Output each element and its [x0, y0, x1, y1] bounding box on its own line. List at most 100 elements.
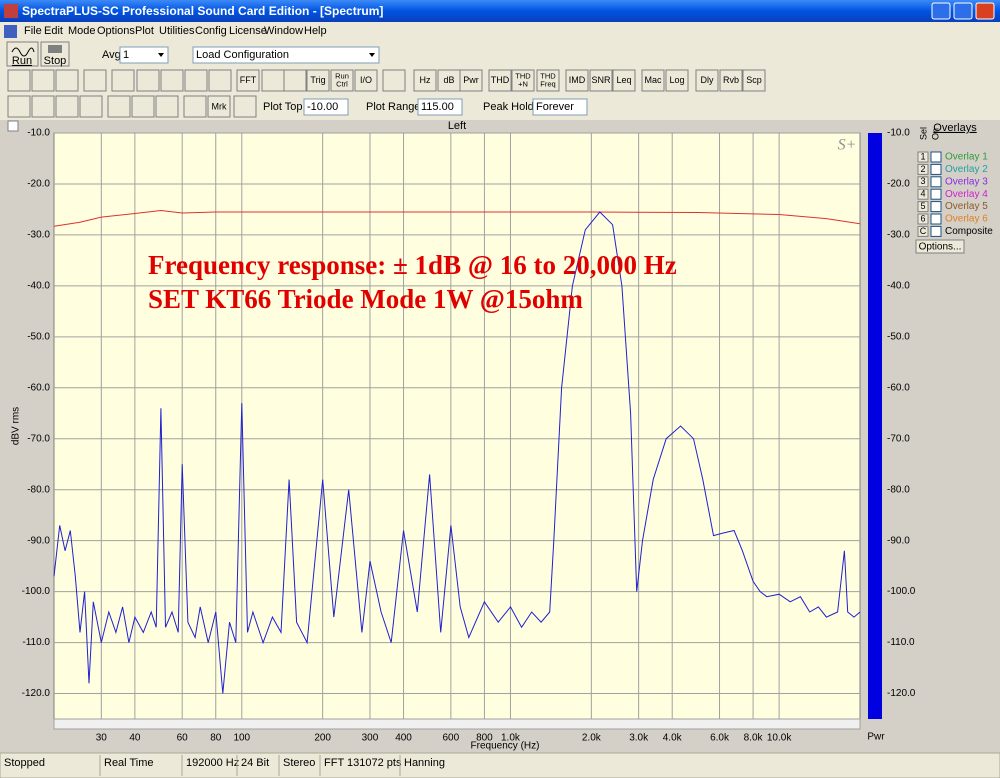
peak-hold-select[interactable]: [532, 98, 588, 116]
tool-button[interactable]: [7, 95, 31, 118]
tool-button[interactable]: [565, 69, 589, 92]
minimize-button[interactable]: [931, 2, 951, 20]
overlay-name: Composite: [945, 226, 993, 237]
tool-button[interactable]: [236, 69, 260, 92]
overlay-checkbox[interactable]: [930, 163, 942, 175]
tool-button[interactable]: [155, 95, 179, 118]
overlay-checkbox[interactable]: [930, 151, 942, 163]
tool-button[interactable]: [233, 95, 257, 118]
menu-item[interactable]: Mode: [68, 25, 96, 37]
mrk-label: Mrk: [212, 101, 227, 111]
overlay-checkbox[interactable]: [930, 201, 942, 213]
tool-button[interactable]: [330, 69, 354, 92]
plot-top-field[interactable]: [303, 98, 349, 116]
tool-button[interactable]: [131, 95, 155, 118]
tool-button[interactable]: [283, 69, 307, 92]
overlay-select[interactable]: [917, 151, 929, 163]
overlay-checkbox[interactable]: [930, 188, 942, 200]
overlay-key: 4: [920, 189, 925, 199]
overlay-select[interactable]: [917, 176, 929, 188]
tool-button[interactable]: [511, 69, 535, 92]
menu-item[interactable]: Edit: [44, 25, 63, 37]
tool-button[interactable]: [31, 95, 55, 118]
sel-header: Sel: [918, 127, 928, 140]
tool-button[interactable]: [665, 69, 689, 92]
tool-button[interactable]: [208, 69, 232, 92]
tool-button-label: Run: [335, 71, 349, 80]
tool-button[interactable]: [184, 69, 208, 92]
menu-item[interactable]: License: [229, 25, 267, 37]
tool-button[interactable]: [459, 69, 483, 92]
overlay-select[interactable]: [917, 213, 929, 225]
maximize-button[interactable]: [953, 2, 973, 20]
h-scrollbar[interactable]: [53, 718, 861, 730]
y-axis-label: dBV rms: [11, 407, 22, 445]
tool-button[interactable]: [719, 69, 743, 92]
overlay-name: Overlay 3: [945, 176, 988, 187]
tool-button[interactable]: [83, 69, 107, 92]
tool-button[interactable]: [31, 69, 55, 92]
overlay-select[interactable]: [917, 163, 929, 175]
tool-button[interactable]: [79, 95, 103, 118]
plot-area: [53, 132, 861, 720]
run-button[interactable]: [6, 41, 39, 67]
overlays-title: Overlays: [933, 122, 977, 134]
tool-button[interactable]: [413, 69, 437, 92]
meter-tick-label: -100.0: [887, 586, 916, 597]
menu-item[interactable]: File: [24, 25, 42, 37]
run-label: Run: [12, 55, 32, 67]
tool-button[interactable]: [641, 69, 665, 92]
peak-hold-value: Forever: [536, 101, 574, 113]
avg-select[interactable]: [119, 46, 169, 64]
meter-tick-label: -110.0: [887, 637, 915, 648]
tool-button-label: I/O: [360, 75, 372, 85]
mrk-button[interactable]: [207, 95, 231, 118]
tool-button[interactable]: [742, 69, 766, 92]
tool-button[interactable]: [695, 69, 719, 92]
overlay-select[interactable]: [917, 188, 929, 200]
plot-range-field[interactable]: [417, 98, 463, 116]
tool-button[interactable]: [183, 95, 207, 118]
tool-button-label: Trig: [310, 75, 325, 85]
menu-item[interactable]: Config: [195, 25, 227, 37]
x-tick-label: 30: [96, 733, 108, 744]
tool-button[interactable]: [589, 69, 613, 92]
tool-button[interactable]: [306, 69, 330, 92]
menu-item[interactable]: Utilities: [159, 25, 195, 37]
overlay-key: 5: [920, 201, 925, 211]
overlay-select[interactable]: [917, 225, 929, 237]
collapse-button[interactable]: [7, 120, 19, 132]
menu-item[interactable]: Help: [304, 25, 327, 37]
tool-button[interactable]: [7, 69, 31, 92]
x-tick-label: 10.0k: [767, 733, 792, 744]
tool-button[interactable]: [160, 69, 184, 92]
tool-button[interactable]: [536, 69, 560, 92]
overlay-checkbox[interactable]: [930, 225, 942, 237]
tool-button[interactable]: [55, 95, 79, 118]
tool-button[interactable]: [111, 69, 135, 92]
tool-button[interactable]: [136, 69, 160, 92]
menu-item[interactable]: Window: [264, 25, 303, 37]
close-button[interactable]: [975, 2, 995, 20]
tool-button[interactable]: [55, 69, 79, 92]
x-tick-label: 40: [129, 733, 141, 744]
config-select[interactable]: [192, 46, 380, 64]
app-icon: [4, 4, 18, 18]
run-icon: [11, 47, 35, 57]
overlay-checkbox[interactable]: [930, 213, 942, 225]
x-tick-label: 800: [476, 733, 493, 744]
tool-button[interactable]: [488, 69, 512, 92]
options-button[interactable]: [915, 239, 965, 254]
menu-item[interactable]: Plot: [135, 25, 154, 37]
menu-item[interactable]: Options: [97, 25, 135, 37]
tool-button[interactable]: [261, 69, 285, 92]
overlay-key: 1: [920, 151, 925, 161]
overlay-checkbox[interactable]: [930, 176, 942, 188]
tool-button[interactable]: [354, 69, 378, 92]
tool-button[interactable]: [612, 69, 636, 92]
series-line: [53, 209, 861, 227]
tool-button[interactable]: [107, 95, 131, 118]
tool-button[interactable]: [382, 69, 406, 92]
overlay-select[interactable]: [917, 201, 929, 213]
